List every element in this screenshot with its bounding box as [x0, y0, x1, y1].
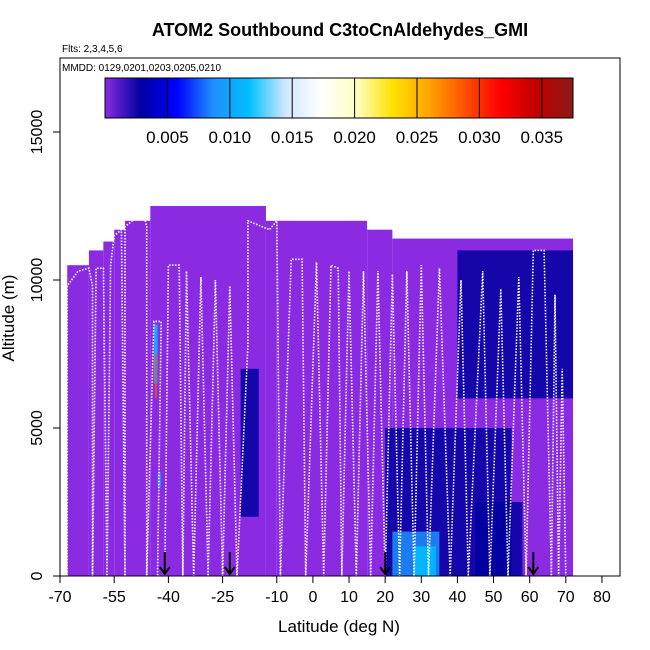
x-tick-label: -70	[48, 589, 71, 606]
x-tick-label: -10	[265, 589, 288, 606]
flights-subtitle: Flts: 2,3,4,5,6	[62, 44, 123, 55]
marker-arrow-head-0	[158, 566, 171, 576]
flight-track-layer	[62, 210, 567, 577]
colorbar-tick-label: 0.025	[396, 128, 439, 147]
x-tick-label: 80	[593, 589, 611, 606]
y-tick-label: 15000	[29, 110, 46, 155]
x-tick-label: -25	[211, 589, 234, 606]
x-tick-label: 70	[557, 589, 575, 606]
colorbar: 0.005 0.010 0.015 0.020 0.025 0.030 0.035	[104, 77, 574, 147]
curtain-column-6	[265, 220, 277, 577]
plot-frame	[59, 57, 621, 577]
curtain-column-1	[88, 250, 104, 576]
x-tick-label: -40	[157, 589, 180, 606]
chart-title: ATOM2 Southbound C3toCnAldehydes_GMI	[152, 20, 528, 40]
marker-arrow-head-2	[379, 566, 391, 576]
colorbar-tick-label: 0.010	[209, 128, 252, 147]
x-tick-label: 60	[521, 589, 539, 606]
concentration-patch-8	[157, 472, 162, 488]
colorbar-tick-label: 0.015	[271, 128, 314, 147]
flight-track-line	[62, 210, 567, 577]
marker-arrow-head-3	[527, 566, 540, 576]
colorbar-gradient	[104, 77, 574, 119]
concentration-patch-3	[475, 502, 523, 576]
x-tick-label: 10	[340, 589, 358, 606]
y-axis-label: Altitude (m)	[0, 275, 18, 362]
curtain-column-0	[67, 265, 89, 576]
axes-layer: -70 -55 -40 -25 -10 0 10 20 30 40 50 60 70 80 0 5000 100…	[29, 110, 611, 606]
x-tick-label: 40	[449, 589, 467, 606]
x-tick-label: 20	[376, 589, 394, 606]
colorbar-tick-label: 0.005	[146, 128, 189, 147]
data-layer	[67, 206, 574, 577]
dates-subtitle: MMDD: 0129,0201,0203,0205,0210	[62, 63, 221, 74]
x-tick-label: 30	[412, 589, 430, 606]
y-tick-label: 10000	[29, 258, 46, 303]
y-tick-label: 0	[29, 571, 46, 580]
x-tick-label: -55	[103, 589, 126, 606]
marker-layer	[158, 552, 540, 576]
concentration-patch-7	[155, 354, 157, 399]
y-tick-label: 5000	[29, 410, 46, 446]
x-axis-label: Latitude (deg N)	[278, 617, 400, 636]
concentration-patch-2	[414, 546, 436, 576]
colorbar-tick-label: 0.030	[458, 128, 501, 147]
colorbar-tick-label: 0.035	[521, 128, 564, 147]
curtain-column-3	[114, 229, 126, 576]
x-tick-label: 50	[485, 589, 503, 606]
marker-arrow-head-1	[223, 566, 236, 576]
x-tick-label: 0	[308, 589, 317, 606]
colorbar-tick-label: 0.020	[333, 128, 376, 147]
